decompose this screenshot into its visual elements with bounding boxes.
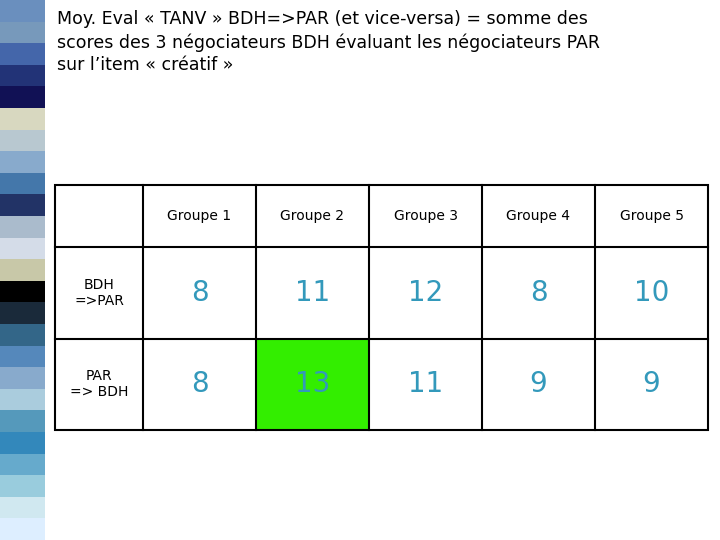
Text: Moy. Eval « TANV » BDH=>PAR (et vice-versa) = somme des
scores des 3 négociateur: Moy. Eval « TANV » BDH=>PAR (et vice-ver… — [57, 10, 600, 75]
Bar — [0, 324, 45, 346]
Bar — [0, 518, 45, 540]
Text: Groupe 3: Groupe 3 — [394, 209, 457, 223]
Bar — [0, 367, 45, 389]
Bar — [0, 238, 45, 259]
Bar — [0, 22, 45, 43]
Bar — [0, 173, 45, 194]
Text: 10: 10 — [634, 279, 669, 307]
Bar — [0, 475, 45, 497]
Text: 11: 11 — [408, 370, 443, 399]
Bar — [0, 194, 45, 216]
Bar — [0, 410, 45, 432]
Bar — [0, 108, 45, 130]
Bar — [0, 43, 45, 65]
Bar — [0, 302, 45, 324]
Bar — [0, 454, 45, 475]
Bar — [0, 86, 45, 108]
Text: 8: 8 — [530, 279, 547, 307]
Bar — [55, 185, 708, 430]
Text: 13: 13 — [294, 370, 330, 399]
Bar — [0, 0, 45, 22]
Text: 9: 9 — [530, 370, 547, 399]
Bar — [0, 151, 45, 173]
Text: Groupe 4: Groupe 4 — [506, 209, 570, 223]
Text: 8: 8 — [191, 279, 208, 307]
Text: Groupe 2: Groupe 2 — [281, 209, 344, 223]
Text: PAR
=> BDH: PAR => BDH — [70, 369, 128, 400]
Bar — [0, 216, 45, 238]
Text: 8: 8 — [191, 370, 208, 399]
Text: 9: 9 — [643, 370, 660, 399]
Bar — [256, 339, 369, 430]
Bar — [0, 130, 45, 151]
Text: Groupe 1: Groupe 1 — [168, 209, 232, 223]
Bar — [0, 497, 45, 518]
Bar — [0, 281, 45, 302]
Text: 12: 12 — [408, 279, 443, 307]
Text: BDH
=>PAR: BDH =>PAR — [74, 278, 124, 308]
Bar — [0, 65, 45, 86]
Bar — [0, 389, 45, 410]
Bar — [0, 432, 45, 454]
Bar — [0, 346, 45, 367]
Text: 11: 11 — [295, 279, 330, 307]
Bar — [0, 259, 45, 281]
Text: Groupe 5: Groupe 5 — [619, 209, 683, 223]
